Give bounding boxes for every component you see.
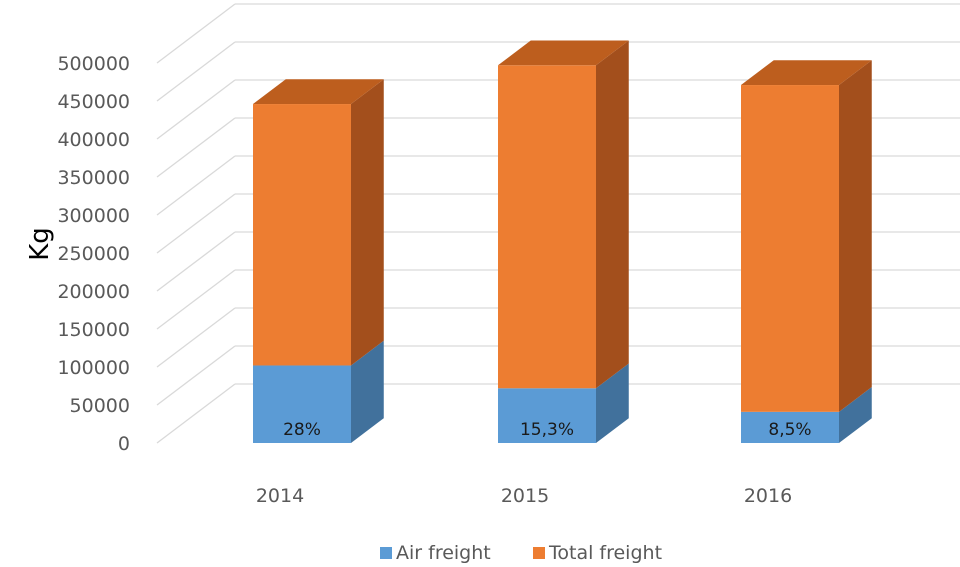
legend-item: Total freight xyxy=(533,542,662,564)
gridline-diagonal xyxy=(156,117,236,178)
bar-front-face xyxy=(498,65,596,389)
bar-segment-total-freight xyxy=(498,40,629,389)
y-tick-label: 300000 xyxy=(57,205,130,227)
y-tick-label: 450000 xyxy=(57,91,130,113)
y-axis-title: Kg xyxy=(25,227,55,261)
bar-side-face xyxy=(839,387,872,443)
gridline-diagonal xyxy=(156,345,236,406)
data-label: 8,5% xyxy=(768,420,811,440)
bar-side-face xyxy=(596,40,629,389)
gridline-diagonal xyxy=(156,41,236,102)
bar-top-face xyxy=(498,40,629,66)
x-tick-label: 2015 xyxy=(501,485,549,507)
y-tick-label: 100000 xyxy=(57,357,130,379)
legend-item: Air freight xyxy=(380,542,491,564)
legend-label: Total freight xyxy=(548,542,662,564)
bar-side-face xyxy=(596,363,629,443)
y-tick-label: 0 xyxy=(118,433,130,455)
x-tick-label: 2014 xyxy=(256,485,304,507)
data-labels: 28% 15,3% 8,5% xyxy=(283,420,812,440)
bar-front-face xyxy=(253,104,351,366)
y-axis: 0 50000 100000 150000 200000 250000 300000 3500… xyxy=(57,53,130,455)
bar-side-face xyxy=(351,79,384,366)
gridline-diagonal xyxy=(156,307,236,368)
gridline-diagonal xyxy=(156,269,236,330)
legend-label: Air freight xyxy=(396,542,491,564)
legend: Air freight Total freight xyxy=(380,542,662,564)
legend-swatch xyxy=(380,547,392,559)
bar-segment-air-freight xyxy=(741,387,872,443)
bar-top-face xyxy=(253,79,384,105)
bar-front-face xyxy=(498,388,596,443)
bar-top-face xyxy=(741,60,872,86)
bar-side-face xyxy=(351,340,384,443)
gridline-diagonal xyxy=(156,3,236,64)
y-tick-label: 500000 xyxy=(57,53,130,75)
gridline-diagonal xyxy=(156,155,236,216)
y-tick-label: 250000 xyxy=(57,243,130,265)
y-tick-label: 400000 xyxy=(57,129,130,151)
data-label: 28% xyxy=(283,420,321,440)
bar-front-face xyxy=(741,85,839,412)
gridline-diagonal xyxy=(156,383,236,444)
bar-front-face xyxy=(253,365,351,443)
bar-segment-air-freight xyxy=(253,340,384,443)
bar-segment-total-freight xyxy=(253,79,384,366)
y-tick-label: 150000 xyxy=(57,319,130,341)
bar-side-face xyxy=(839,60,872,412)
x-axis: 2014 2015 2016 xyxy=(256,485,792,507)
gridline-diagonal xyxy=(156,193,236,254)
bar-segment-total-freight xyxy=(741,60,872,412)
y-tick-label: 200000 xyxy=(57,281,130,303)
data-label: 15,3% xyxy=(520,420,574,440)
y-tick-label: 350000 xyxy=(57,167,130,189)
bars xyxy=(253,40,872,443)
y-tick-label: 50000 xyxy=(70,395,130,417)
legend-swatch xyxy=(533,547,545,559)
bar-segment-air-freight xyxy=(498,363,629,443)
bar-front-face xyxy=(741,411,839,443)
gridline-diagonal xyxy=(156,231,236,292)
gridline-diagonal xyxy=(156,79,236,140)
x-tick-label: 2016 xyxy=(744,485,792,507)
